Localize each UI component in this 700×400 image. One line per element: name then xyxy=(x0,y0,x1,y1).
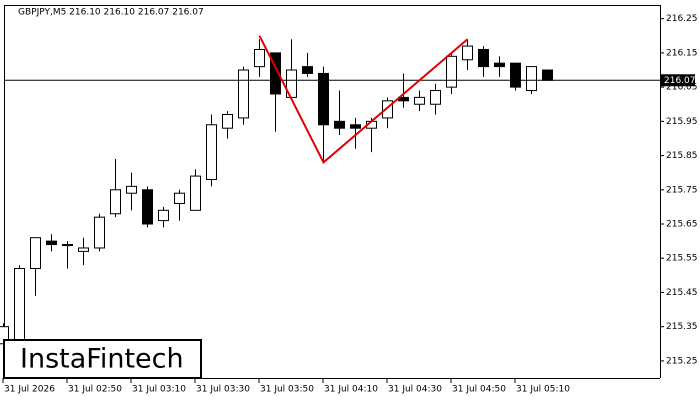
candle-body xyxy=(206,124,217,181)
candle-body xyxy=(526,66,537,92)
x-tick-label: 31 Jul 03:30 xyxy=(196,385,250,395)
y-tick-label: 216.15 xyxy=(666,48,698,58)
candle-body xyxy=(46,240,57,246)
candle-body xyxy=(238,69,249,119)
candle-body xyxy=(142,189,153,225)
candle-body xyxy=(270,52,281,95)
candle-body xyxy=(494,62,505,68)
candle-body xyxy=(462,45,473,61)
y-tick-label: 215.35 xyxy=(666,322,698,332)
price-label-box xyxy=(661,74,695,87)
logo-box xyxy=(3,339,202,379)
y-tick-label: 215.95 xyxy=(666,117,698,127)
candle-body xyxy=(350,124,361,129)
candle-body xyxy=(446,55,457,88)
x-tick-label: 31 Jul 02:50 xyxy=(68,385,122,395)
candle-body xyxy=(414,96,425,105)
candle-body xyxy=(190,175,201,211)
x-tick-label: 31 Jul 04:30 xyxy=(388,385,442,395)
candle-body xyxy=(318,72,329,126)
candle-body xyxy=(430,90,441,105)
y-tick-label: 215.75 xyxy=(666,185,698,195)
candle-body xyxy=(382,100,393,119)
candle-body xyxy=(510,62,521,88)
logo: InstaFintech xyxy=(20,344,184,375)
x-tick-label: 31 Jul 03:10 xyxy=(132,385,186,395)
y-tick-label: 215.65 xyxy=(666,220,698,230)
candle-body xyxy=(542,69,553,81)
candle-body xyxy=(222,114,233,129)
candle-body xyxy=(302,66,313,74)
price-label: 216.07 xyxy=(664,76,696,86)
y-tick-label: 215.45 xyxy=(666,288,698,298)
y-tick-label: 215.25 xyxy=(666,356,698,366)
candle-body xyxy=(126,185,137,194)
candle-body xyxy=(14,267,25,341)
pattern-line xyxy=(258,35,469,165)
x-tick-label: 31 Jul 04:50 xyxy=(452,385,506,395)
y-tick-label: 215.85 xyxy=(666,151,698,161)
chart-title: GBPJPY,M5 216.10 216.10 216.07 216.07 xyxy=(18,8,204,18)
x-tick-label: 31 Jul 04:10 xyxy=(324,385,378,395)
y-tick-label: 216.05 xyxy=(666,83,698,93)
y-tick-label: 215.55 xyxy=(666,254,698,264)
candle-body xyxy=(110,189,121,215)
candle-body xyxy=(478,48,489,68)
candle-body xyxy=(158,209,169,222)
x-tick-label: 31 Jul 05:10 xyxy=(516,385,570,395)
candle-body xyxy=(334,120,345,129)
x-tick-label: 31 Jul 2026 xyxy=(4,385,55,395)
y-tick-label: 216.25 xyxy=(666,14,698,24)
candle-body xyxy=(62,244,73,247)
candle-body xyxy=(78,247,89,252)
x-tick-label: 31 Jul 03:50 xyxy=(260,385,314,395)
candle-body xyxy=(254,48,265,68)
candle-body xyxy=(30,237,41,269)
candle-body xyxy=(174,192,185,204)
candle-body xyxy=(94,216,105,249)
